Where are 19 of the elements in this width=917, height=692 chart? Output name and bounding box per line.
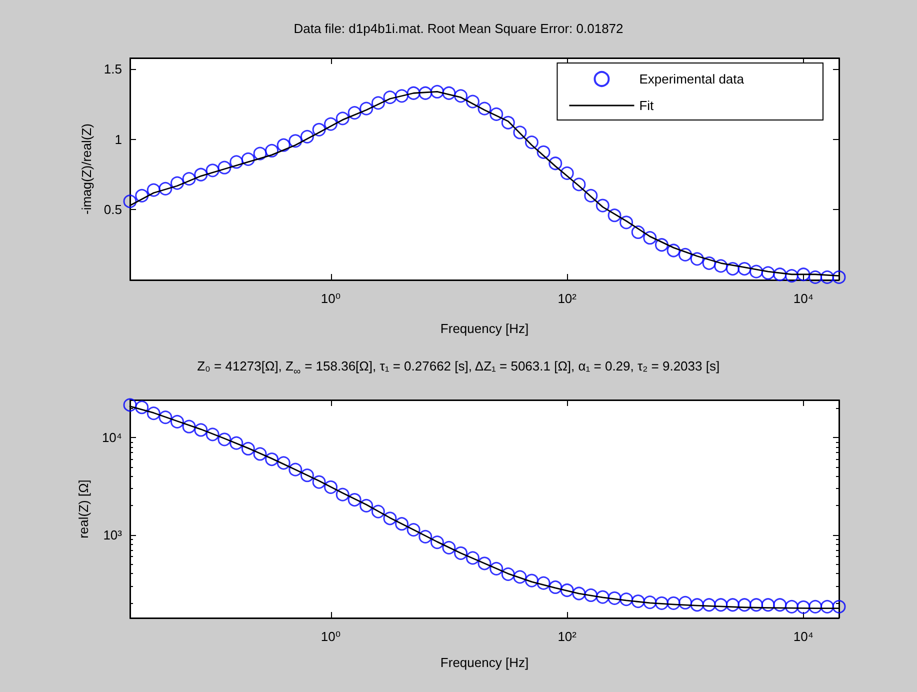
y-tick-label: 1 xyxy=(114,132,122,147)
y-tick-label: 10⁴ xyxy=(102,430,122,446)
x-axis-title: Frequency [Hz] xyxy=(440,321,529,336)
y-axis-title: real(Z) [Ω] xyxy=(76,480,91,538)
y-axis-title: -imag(Z)/real(Z) xyxy=(79,124,94,214)
chart-title: Data file: d1p4b1i.mat. Root Mean Square Error: 0.01872 xyxy=(294,21,624,36)
y-tick-label: 0.5 xyxy=(104,202,122,218)
x-tick-label: 10⁴ xyxy=(793,629,814,644)
chart-title: Z₀ = 41273[Ω], Z∞ = 158.36[Ω], τ₁ = 0.27662 [s], ΔZ₁ = 5063.1 [Ω], α₁ = 0.29, τ₂ = 9.2033 [s] xyxy=(197,358,720,378)
x-tick-label: 10² xyxy=(558,629,578,644)
y-tick-label: 10³ xyxy=(103,527,123,542)
x-tick-label: 10⁴ xyxy=(793,291,814,306)
legend-label: Experimental data xyxy=(639,72,745,86)
x-axis-title: Frequency [Hz] xyxy=(440,655,529,670)
legend-label: Fit xyxy=(639,98,654,113)
y-tick-label: 1.5 xyxy=(104,62,122,77)
x-tick-label: 10⁰ xyxy=(320,291,341,306)
x-tick-label: 10² xyxy=(558,291,578,306)
x-tick-label: 10⁰ xyxy=(320,629,341,644)
